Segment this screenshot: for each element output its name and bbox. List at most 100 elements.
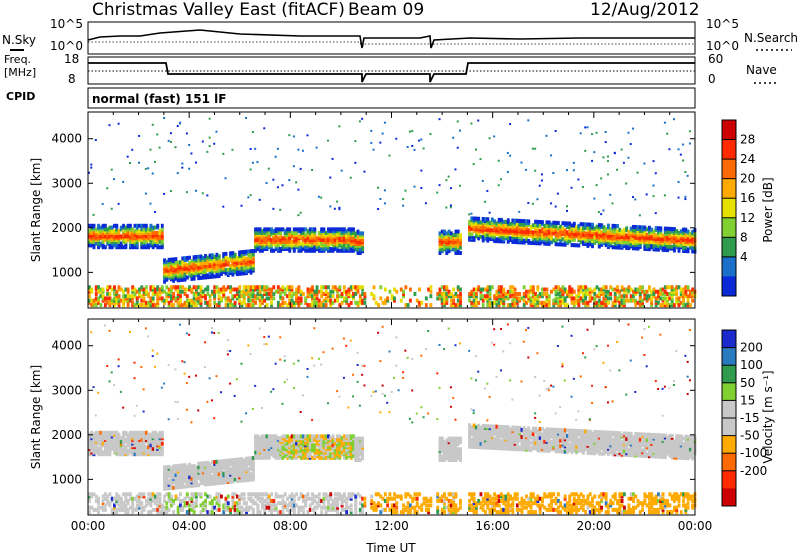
power-cell — [438, 289, 442, 294]
power-cell — [652, 195, 655, 198]
power-cell — [470, 291, 474, 296]
power-cell — [500, 300, 503, 305]
power-cell — [525, 294, 528, 299]
power-cell — [579, 285, 583, 290]
power-cell — [386, 296, 390, 301]
power-cell — [290, 285, 294, 290]
power-cell — [500, 217, 503, 222]
power-cell — [283, 287, 287, 292]
power-cell — [588, 287, 592, 292]
velocity-cell — [147, 498, 151, 503]
power-cell — [604, 237, 608, 242]
power-cell — [140, 223, 144, 228]
power-cell — [142, 227, 146, 232]
velocity-cell — [135, 505, 139, 510]
power-cell — [668, 148, 671, 151]
power-cell — [340, 227, 344, 232]
velocity-cell — [103, 430, 107, 435]
power-cell — [242, 289, 246, 294]
power-cell — [215, 252, 219, 257]
power-cell — [459, 184, 462, 187]
power-cell — [103, 227, 107, 232]
power-cell — [274, 155, 277, 158]
power-cell — [559, 300, 563, 305]
velocity-cell — [126, 510, 130, 515]
velocity-cell — [117, 365, 120, 368]
power-cell — [522, 222, 526, 227]
power-cell — [99, 229, 103, 234]
power-cell — [597, 291, 601, 296]
power-cell — [636, 289, 640, 294]
power-cell — [675, 291, 679, 296]
power-cell — [452, 247, 456, 252]
velocity-cell — [142, 494, 146, 499]
power-cell — [154, 160, 157, 163]
power-cell — [154, 291, 157, 296]
power-cell — [147, 291, 151, 296]
power-cell — [470, 300, 474, 305]
power-cell — [638, 285, 642, 290]
power-cell — [559, 238, 563, 243]
power-cell — [270, 243, 273, 248]
power-cell — [575, 298, 578, 303]
power-cell — [481, 224, 485, 229]
power-cell — [679, 243, 683, 248]
power-cell — [684, 171, 687, 174]
power-cell — [536, 198, 539, 201]
power-cell — [158, 291, 162, 296]
velocity-cell — [249, 498, 253, 503]
velocity-cell — [113, 510, 116, 515]
power-cell — [142, 223, 146, 228]
power-cell — [97, 285, 100, 290]
power-cell — [165, 272, 169, 277]
power-cell — [220, 259, 223, 264]
power-cell — [345, 243, 349, 248]
power-cell — [233, 294, 237, 299]
power-cell — [502, 300, 506, 305]
power-cell — [231, 251, 235, 256]
power-cell — [568, 221, 572, 226]
power-cell — [329, 303, 333, 308]
power-cell — [572, 303, 576, 308]
power-cell — [317, 289, 321, 294]
power-cell — [313, 294, 317, 299]
power-cell — [315, 296, 319, 301]
velocity-cell — [160, 441, 164, 446]
power-cell — [540, 291, 544, 296]
power-cell — [606, 160, 609, 163]
power-cell — [593, 197, 596, 200]
power-cell — [151, 239, 155, 244]
velocity-cell — [188, 480, 192, 485]
velocity-cell — [190, 492, 194, 497]
power-cell — [502, 298, 506, 303]
power-cell — [183, 272, 187, 277]
power-cell — [206, 150, 209, 153]
power-cell — [288, 236, 292, 241]
velocity-cell — [235, 378, 238, 381]
power-cell — [447, 289, 451, 294]
power-cell — [174, 285, 178, 290]
velocity-cell — [156, 492, 160, 497]
power-cell — [165, 277, 169, 282]
power-cell — [611, 223, 615, 228]
power-cell — [197, 291, 201, 296]
velocity-cell — [188, 333, 191, 336]
power-cell — [220, 287, 223, 292]
power-cell — [666, 132, 669, 135]
power-cell — [128, 162, 131, 165]
power-cell — [352, 248, 355, 253]
power-cell — [320, 196, 323, 199]
power-cell — [106, 287, 110, 292]
velocity-cell — [231, 472, 235, 477]
velocity-cell — [163, 494, 166, 499]
y-tick-label: 1000 — [51, 265, 82, 279]
power-cell — [333, 227, 337, 232]
power-cell — [477, 119, 480, 122]
power-cell — [245, 303, 248, 308]
power-cell — [684, 294, 688, 299]
power-cell — [500, 296, 503, 301]
power-cell — [586, 300, 590, 305]
power-cell — [267, 230, 271, 235]
velocity-cell — [163, 486, 166, 491]
power-cell — [176, 303, 180, 308]
